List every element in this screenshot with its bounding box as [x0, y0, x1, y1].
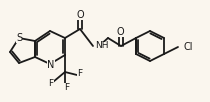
- Text: O: O: [116, 27, 124, 37]
- Text: NH: NH: [95, 42, 109, 50]
- Text: F: F: [64, 83, 70, 91]
- Text: F: F: [77, 69, 83, 79]
- Text: S: S: [16, 33, 22, 43]
- Text: F: F: [49, 79, 54, 88]
- Text: N: N: [47, 60, 55, 70]
- Text: Cl: Cl: [183, 42, 193, 52]
- Text: O: O: [76, 10, 84, 20]
